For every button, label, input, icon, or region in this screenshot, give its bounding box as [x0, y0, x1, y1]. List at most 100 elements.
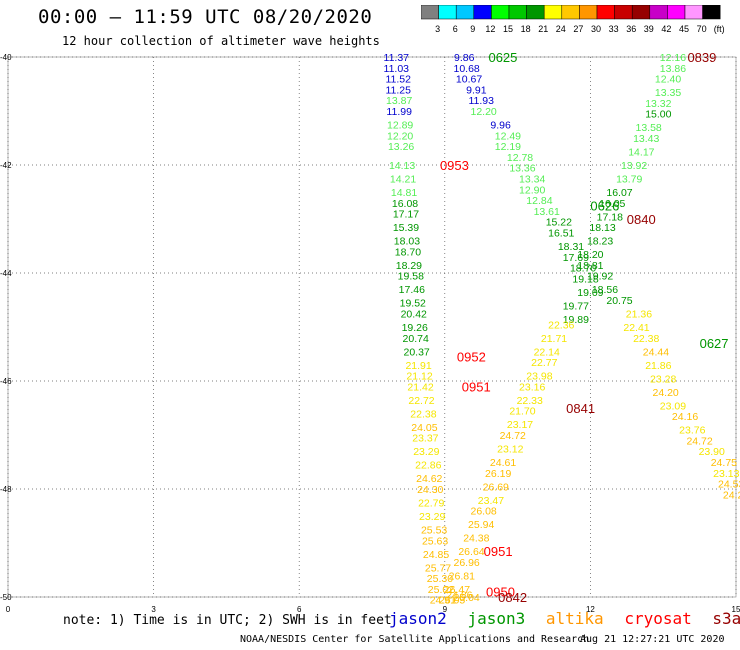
x-tick-label: 15 — [732, 605, 740, 612]
pass-time-label: 0626 — [590, 199, 619, 214]
swh-value-jason3: 17.69 — [563, 252, 589, 264]
swh-value-altika: 23.17 — [507, 419, 533, 431]
swh-value-s3a: 16.07 — [606, 187, 632, 199]
x-tick-label: 12 — [586, 605, 595, 612]
swh-value-s3a: 13.43 — [633, 133, 659, 145]
colorbar-tick-label: 33 — [609, 24, 619, 34]
swh-value-jason3: 10.68 — [453, 63, 479, 75]
swh-value-cryosat: 22.72 — [408, 395, 434, 407]
swh-value-cryosat: 16.08 — [392, 198, 418, 210]
swh-value-altika: 21.71 — [541, 333, 567, 345]
swh-value-cryosat: 19.52 — [400, 298, 426, 310]
swh-value-cryosat: 11.25 — [385, 84, 411, 96]
colorbar-tick-label: 30 — [591, 24, 601, 34]
swh-value-cryosat: 25.02 — [428, 584, 454, 596]
swh-value-cryosat: 17.46 — [399, 284, 425, 296]
swh-value-altika: 26.64 — [458, 546, 484, 558]
swh-value-cryosat: 18.29 — [396, 260, 422, 272]
swh-value-cryosat: 24.91 — [430, 595, 456, 607]
x-tick-label: 3 — [151, 605, 156, 612]
colorbar-tick-label: 24 — [556, 24, 566, 34]
swh-value-s3a: 18.13 — [589, 222, 615, 234]
swh-value-s3a: 16.05 — [599, 198, 625, 210]
swh-value-jason3: 9.91 — [466, 84, 487, 96]
pass-time-label: 0951 — [484, 544, 513, 559]
swh-value-cryosat: 11.52 — [385, 74, 411, 86]
legend-jason2: jason2 — [389, 609, 447, 628]
swh-value-s3a: 22.41 — [623, 322, 649, 334]
swh-value-jason3: 12.78 — [507, 152, 533, 164]
colorbar-tick-label: 21 — [538, 24, 548, 34]
swh-value-jason3: 19.89 — [563, 314, 589, 326]
legend-cryosat: cryosat — [624, 609, 692, 628]
swh-value-altika: 26.81 — [449, 570, 475, 582]
pass-time-label: 0627 — [700, 336, 729, 351]
swh-value-s3a: 20.75 — [606, 295, 632, 307]
swh-value-altika: 22.36 — [548, 319, 574, 331]
swh-value-jason3: 12.49 — [495, 130, 521, 142]
legend-altika: altika — [545, 609, 604, 628]
swh-value-jason3: 16.51 — [548, 228, 574, 240]
footer-note: note: 1) Time is in UTC; 2) SWH is in fe… — [63, 613, 392, 628]
swh-value-jason3: 13.36 — [509, 163, 535, 175]
swh-value-jason3: 15.22 — [546, 217, 572, 229]
swh-value-jason3: 11.93 — [468, 95, 494, 107]
swh-value-altika: 24.61 — [490, 457, 516, 469]
swh-value-s3a: 13.35 — [655, 87, 681, 99]
swh-value-jason3: 19.09 — [577, 287, 603, 299]
swh-value-s3a: 15.00 — [645, 109, 671, 121]
legend-jason3: jason3 — [467, 609, 526, 628]
swh-value-jason3: 10.67 — [456, 74, 482, 86]
swh-value-cryosat: 23.37 — [412, 433, 438, 445]
swh-value-cryosat: 25.30 — [427, 573, 453, 585]
y-tick-label: -40 — [0, 53, 12, 62]
x-tick-label: 6 — [297, 605, 302, 612]
colorbar-swatch — [702, 5, 721, 20]
swh-value-s3a: 22.38 — [633, 333, 659, 345]
x-tick-label: 0 — [6, 605, 11, 612]
swh-value-altika: 22.33 — [517, 395, 543, 407]
colorbar-tick-label: 18 — [521, 24, 531, 34]
swh-value-cryosat: 21.91 — [405, 360, 431, 372]
colorbar-tick-label: 3 — [435, 24, 440, 34]
swh-value-altika: 26.96 — [453, 557, 479, 569]
colorbar-tick-label: 15 — [503, 24, 513, 34]
swh-value-cryosat: 24.86 — [446, 589, 472, 601]
y-tick-label: -46 — [0, 377, 12, 386]
swh-value-jason3: 12.84 — [526, 195, 552, 207]
y-tick-label: -48 — [0, 485, 12, 494]
swh-value-cryosat: 24.62 — [416, 473, 442, 485]
swh-value-cryosat: 14.21 — [390, 174, 416, 186]
pass-time-label: 0841 — [566, 401, 595, 416]
swh-value-altika: 26.69 — [483, 481, 509, 493]
swh-value-s3a: 17.18 — [597, 211, 623, 223]
colorbar-tick-label: 45 — [679, 24, 689, 34]
pass-time-label: 0842 — [498, 590, 527, 605]
swh-value-cryosat: 18.70 — [395, 246, 421, 258]
swh-value-cryosat: 20.74 — [403, 333, 429, 345]
swh-value-cryosat: 25.77 — [425, 562, 451, 574]
swh-value-cryosat: 24.05 — [411, 422, 437, 434]
swh-value-cryosat: 11.37 — [384, 52, 410, 64]
y-tick-label: -50 — [0, 593, 12, 602]
swh-value-cryosat: 13.87 — [386, 95, 412, 107]
swh-value-s3a: 24.20 — [652, 387, 678, 399]
swh-value-s3a: 12.16 — [660, 52, 686, 64]
altimeter-plot: 0 3 6 9 12 15 -40 -42 -44 -46 -48 -50 11.3711.0311.5… — [0, 50, 740, 612]
page-subtitle: 12 hour collection of altimeter wave hei… — [62, 34, 380, 48]
swh-value-cryosat: 20.37 — [404, 346, 430, 358]
swh-value-s3a: 12.40 — [655, 74, 681, 86]
swh-value-s3a: 18.81 — [577, 260, 603, 272]
swh-value-altika: 26.05 — [439, 595, 465, 607]
swh-value-cryosat: 21.12 — [406, 371, 432, 383]
x-tick-label: 9 — [443, 605, 448, 612]
swh-value-cryosat: 24.85 — [423, 549, 449, 561]
swh-value-s3a: 24.44 — [643, 346, 669, 358]
pass-time-label: 0840 — [627, 212, 656, 227]
swh-value-s3a: 24.75 — [711, 457, 737, 469]
swh-value-altika: 26.19 — [485, 468, 511, 480]
swh-value-cryosat: 19.26 — [402, 322, 428, 334]
swh-value-s3a: 13.79 — [616, 174, 642, 186]
swh-value-altika: 26.47 — [444, 584, 470, 596]
swh-value-s3a: 18.23 — [587, 236, 613, 248]
